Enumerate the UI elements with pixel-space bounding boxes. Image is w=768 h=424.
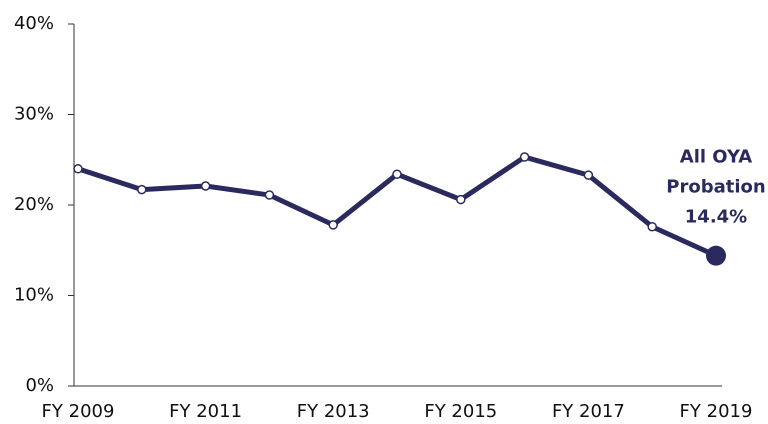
point (328, 220, 338, 230)
y-tick-label: 10% (14, 285, 54, 306)
y-tick-label: 40% (14, 13, 54, 34)
point (456, 194, 466, 205)
point (519, 152, 530, 162)
annotation: Probation (666, 177, 765, 198)
annotation: All OYA (680, 147, 753, 168)
point (583, 170, 594, 180)
value-label: 14.4% (685, 207, 747, 228)
y-tick-label: 0% (25, 375, 54, 396)
x-tick-label: FY 2017 (552, 401, 625, 422)
point (264, 190, 275, 200)
point (392, 169, 402, 179)
point (137, 184, 147, 195)
y-tick-label: 30% (14, 104, 54, 125)
x-tick-label: FY 2015 (424, 401, 497, 422)
point (200, 181, 211, 191)
x-tick-label: FY 2019 (680, 401, 753, 422)
x-tick-label: FY 2009 (42, 401, 115, 422)
x-tick-label: FY 2013 (297, 401, 370, 422)
end-point (706, 245, 726, 266)
y-tick-label: 20% (14, 194, 54, 215)
point (73, 164, 83, 174)
x-tick-label: FY 2011 (169, 401, 242, 422)
point (647, 221, 657, 232)
